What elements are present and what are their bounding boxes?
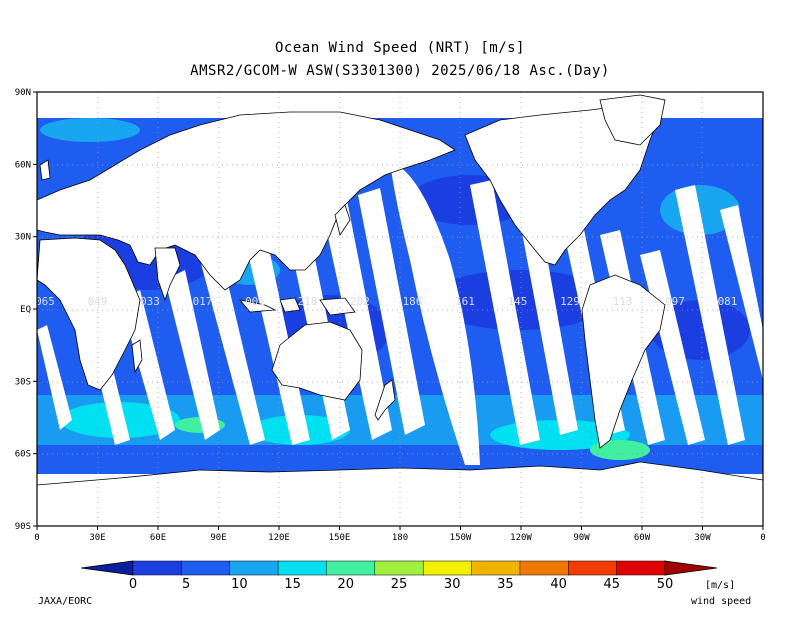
colorbar-tick-label: 20 [338, 577, 355, 592]
lat-label: 60S [15, 450, 31, 460]
colorbar-bin [326, 560, 376, 576]
lon-label: 60E [150, 533, 166, 543]
colorbar-tick-label: 30 [444, 577, 461, 592]
lon-label: 30E [89, 533, 105, 543]
colorbar-bin [132, 560, 183, 576]
orbit-label: 218 [298, 295, 318, 308]
lon-label: 0 [34, 533, 39, 543]
lat-label: 90S [15, 522, 31, 532]
lon-label: 120E [268, 533, 290, 543]
lon-label: 150W [450, 533, 472, 543]
orbit-label: 017 [193, 295, 213, 308]
lon-label: 60W [634, 533, 651, 543]
map-subtitle: AMSR2/GCOM-W ASW(S3301300) 2025/06/18 As… [190, 63, 610, 79]
colorbar-bin [422, 560, 473, 576]
orbit-label: 001 [245, 295, 265, 308]
map-title: Ocean Wind Speed (NRT) [m/s] [274, 40, 525, 56]
lat-label: 90N [15, 88, 31, 98]
colorbar: 0 5 10 15 20 25 30 35 40 45 50 [80, 560, 718, 592]
colorbar-bin [616, 560, 666, 576]
colorbar-bin [181, 560, 231, 576]
credit-label: JAXA/EORC [38, 596, 93, 607]
colorbar-under-arrow [80, 560, 134, 576]
ocean-field: 065 049 033 017 001 218 202 186 161 145 129 113 097 0… [35, 92, 763, 526]
lon-label: 30W [694, 533, 711, 543]
lat-label: 30N [15, 233, 31, 243]
orbit-label: 161 [455, 295, 475, 308]
lon-label: 0 [760, 533, 765, 543]
lon-label: 90E [210, 533, 226, 543]
latitude-axis: 90N 60N 30N EQ 30S 60S 90S [15, 88, 37, 532]
colorbar-tick-label: 0 [129, 577, 137, 592]
colorbar-bin [374, 560, 424, 576]
lon-label: 120W [510, 533, 532, 543]
orbit-label: 049 [88, 295, 108, 308]
lon-label: 90W [573, 533, 590, 543]
orbit-label: 186 [403, 295, 423, 308]
orbit-label: 081 [718, 295, 738, 308]
colorbar-units-label: wind speed [691, 596, 752, 607]
colorbar-tick-label: 50 [657, 577, 674, 592]
longitude-axis: 0 30E 60E 90E 120E 150E 180 150W 120W 90W 60W 30W 0 [34, 526, 766, 543]
lat-label: 60N [15, 160, 31, 170]
colorbar-over-arrow [664, 560, 718, 576]
lat-label: EQ [20, 305, 31, 315]
colorbar-units: [m/s] [705, 580, 736, 591]
orbit-label: 065 [35, 295, 55, 308]
colorbar-bin [568, 560, 618, 576]
lon-label: 150E [329, 533, 351, 543]
orbit-label: 113 [613, 295, 633, 308]
colorbar-tick-label: 35 [497, 577, 514, 592]
orbit-label: 129 [560, 295, 580, 308]
colorbar-bin [277, 560, 328, 576]
orbit-label: 097 [665, 295, 685, 308]
colorbar-tick-label: 25 [391, 577, 408, 592]
colorbar-tick-label: 40 [550, 577, 567, 592]
colorbar-tick-label: 45 [604, 577, 621, 592]
land-masses [37, 94, 763, 526]
orbit-label: 202 [350, 295, 370, 308]
orbit-labels: 065 049 033 017 001 218 202 186 161 145 129 113 097 0… [35, 295, 738, 308]
colorbar-bin [519, 560, 570, 576]
colorbar-bin [229, 560, 279, 576]
orbit-label: 033 [140, 295, 160, 308]
orbit-label: 145 [508, 295, 528, 308]
lat-label: 30S [15, 377, 31, 387]
colorbar-tick-label: 5 [182, 577, 190, 592]
graticule [37, 92, 763, 526]
colorbar-tick-label: 10 [231, 577, 248, 592]
colorbar-tick-label: 15 [284, 577, 301, 592]
colorbar-bin [471, 560, 521, 576]
lon-label: 180 [392, 533, 408, 543]
